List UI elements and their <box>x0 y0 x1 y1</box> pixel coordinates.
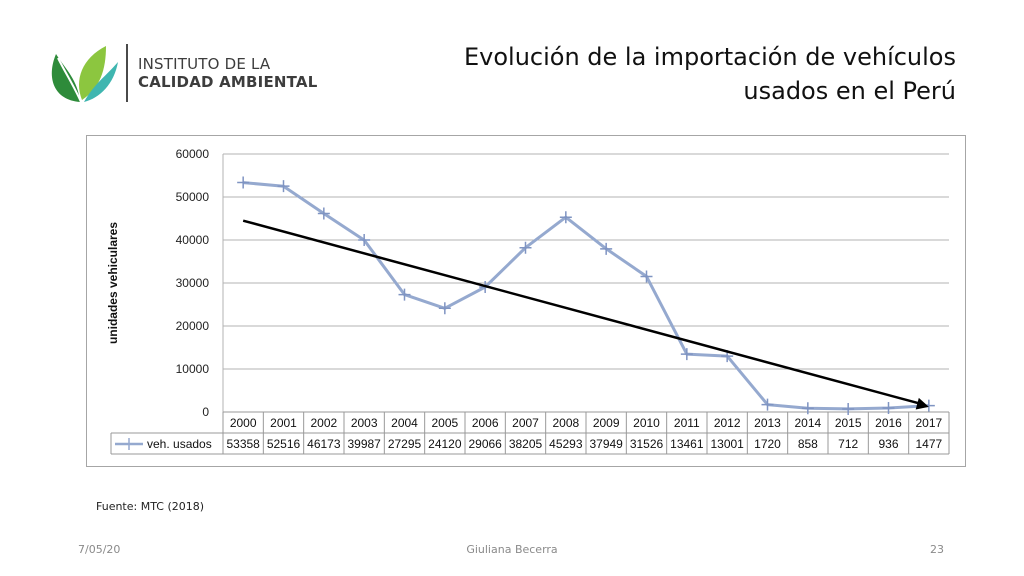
x-tick-label: 2012 <box>714 416 741 430</box>
x-tick-label: 2011 <box>674 416 700 430</box>
data-table-value: 45293 <box>549 437 583 451</box>
data-point <box>559 211 572 224</box>
trend-arrow-line <box>242 219 922 406</box>
institute-name: INSTITUTO DE LA CALIDAD AMBIENTAL <box>138 55 318 92</box>
line-chart: 60000 50000 40000 30000 20000 10000 0 unidades … <box>106 147 950 455</box>
logo-line1: INSTITUTO DE LA <box>138 55 271 73</box>
slide-title: Evolución de la importación de vehículos… <box>316 40 956 108</box>
data-point <box>438 302 451 315</box>
x-tick-label: 2009 <box>593 416 620 430</box>
data-table-value: 24120 <box>428 437 462 451</box>
data-table-value: 52516 <box>267 437 301 451</box>
x-tick-label: 2003 <box>351 416 378 430</box>
y-tick-label: 0 <box>202 405 209 419</box>
y-tick-label: 10000 <box>176 362 210 376</box>
y-tick-label: 50000 <box>176 190 210 204</box>
trend-arrow-head <box>915 397 929 410</box>
data-point <box>680 348 693 361</box>
chart-frame: 60000 50000 40000 30000 20000 10000 0 unidades … <box>86 135 966 467</box>
logo-line2: CALIDAD AMBIENTAL <box>138 73 318 91</box>
data-point <box>398 288 411 301</box>
data-point <box>237 176 250 189</box>
footer-page-number: 23 <box>930 543 944 556</box>
data-table-value: 936 <box>878 437 898 451</box>
y-axis-label: unidades vehiculares <box>106 222 120 344</box>
x-tick-label: 2008 <box>552 416 579 430</box>
x-tick-label: 2000 <box>230 416 257 430</box>
series-line-veh-usados <box>243 181 929 411</box>
footer-date: 7/05/20 <box>78 543 121 556</box>
data-table-value: 29066 <box>468 437 502 451</box>
data-point <box>317 207 330 220</box>
title-line2: usados en el Perú <box>743 77 956 105</box>
data-table-value: 858 <box>798 437 818 451</box>
data-table-value: 53358 <box>226 437 260 451</box>
logo-divider <box>126 44 128 102</box>
data-table-value: 38205 <box>509 437 543 451</box>
data-point <box>640 270 653 283</box>
x-tick-label: 2014 <box>794 416 821 430</box>
data-point <box>842 402 855 415</box>
y-tick-label: 20000 <box>176 319 210 333</box>
data-point <box>519 241 532 254</box>
data-point <box>600 242 613 255</box>
x-tick-label: 2005 <box>431 416 458 430</box>
x-tick-label: 2013 <box>754 416 781 430</box>
data-point <box>761 398 774 411</box>
data-table-value: 46173 <box>307 437 341 451</box>
x-tick-label: 2010 <box>633 416 660 430</box>
data-table-value: 31526 <box>630 437 664 451</box>
data-table-value: 37949 <box>589 437 623 451</box>
x-tick-label: 2015 <box>835 416 862 430</box>
institute-logo <box>44 40 344 110</box>
x-tick-label: 2007 <box>512 416 539 430</box>
data-table-value: 712 <box>838 437 858 451</box>
data-point <box>277 180 290 193</box>
y-tick-label: 30000 <box>176 276 210 290</box>
data-table-value: 1477 <box>915 437 942 451</box>
footer-author: Giuliana Becerra <box>466 543 558 556</box>
data-table-value: 13461 <box>670 437 704 451</box>
data-point <box>882 401 895 414</box>
leaf-logo-icon <box>51 46 118 103</box>
title-line1: Evolución de la importación de vehículos <box>463 43 956 71</box>
data-table-value: 1720 <box>754 437 781 451</box>
y-tick-label: 40000 <box>176 233 210 247</box>
x-tick-label: 2002 <box>310 416 337 430</box>
x-tick-label: 2001 <box>270 416 297 430</box>
data-table-value: 13001 <box>710 437 744 451</box>
y-tick-label: 60000 <box>176 147 210 161</box>
x-tick-label: 2006 <box>472 416 499 430</box>
data-point <box>358 234 371 247</box>
source-note: Fuente: MTC (2018) <box>96 500 205 513</box>
data-table-value: 27295 <box>388 437 422 451</box>
x-tick-label: 2017 <box>915 416 942 430</box>
data-table-value: 39987 <box>347 437 381 451</box>
x-tick-label: 2016 <box>875 416 902 430</box>
data-point <box>801 402 814 415</box>
x-tick-label: 2004 <box>391 416 418 430</box>
legend-label: veh. usados <box>147 437 212 451</box>
